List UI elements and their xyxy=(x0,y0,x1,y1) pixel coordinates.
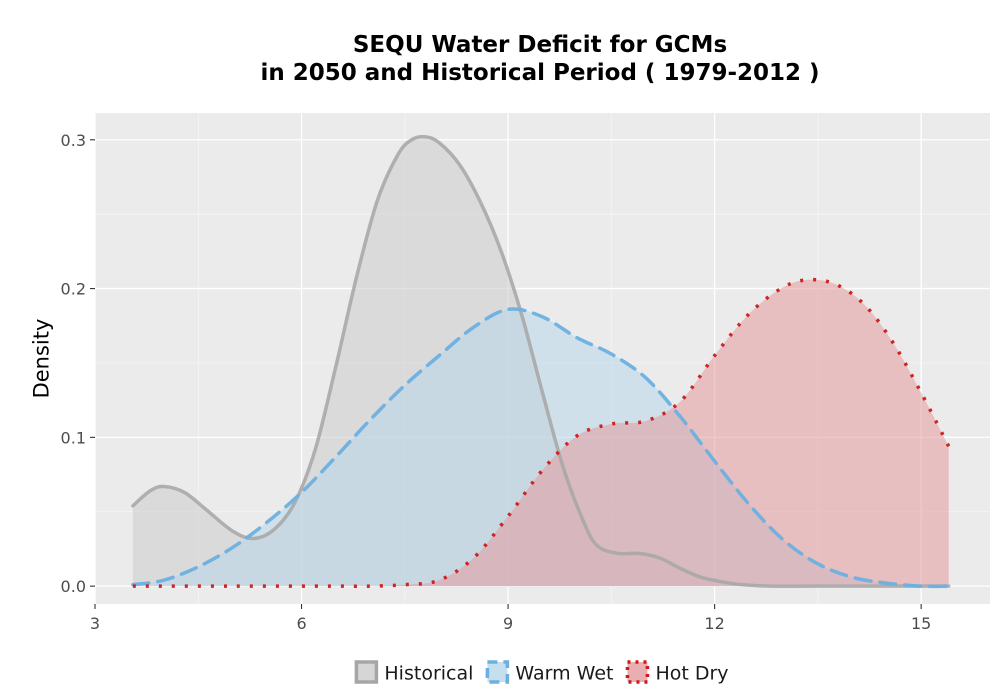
legend-item-hot-dry: Hot Dry xyxy=(625,660,729,685)
density-areas xyxy=(132,136,949,587)
x-tick-label: 3 xyxy=(90,614,100,633)
x-tick-label: 15 xyxy=(911,614,931,633)
density-lines xyxy=(131,134,951,589)
x-tick-label: 6 xyxy=(296,614,306,633)
x-tick-label: 12 xyxy=(704,614,724,633)
y-tick-label: 0.2 xyxy=(61,280,86,299)
line-historical xyxy=(131,134,951,589)
y-tick-label: 0.1 xyxy=(61,428,86,447)
legend-key xyxy=(625,660,650,684)
y-axis-label: Density xyxy=(29,319,53,399)
legend-item-historical: Historical xyxy=(354,660,473,685)
legend-key xyxy=(354,660,379,684)
chart-title: SEQU Water Deficit for GCMs xyxy=(352,32,728,58)
legend-item-warm-wet: Warm Wet xyxy=(485,660,613,685)
area-hot-dry xyxy=(132,279,949,587)
x-tick-label: 9 xyxy=(503,614,513,633)
y-tick-label: 0.3 xyxy=(61,131,86,150)
line-warm-wet xyxy=(131,307,951,589)
chart-subtitle: in 2050 and Historical Period ( 1979-201… xyxy=(260,60,820,86)
axes: 3 6 9 12 15 0.0 0.1 0.2 0.3 xyxy=(61,131,932,633)
legend-label: Historical xyxy=(384,663,473,685)
legend-key xyxy=(485,660,510,684)
legend-label: Hot Dry xyxy=(655,663,728,685)
legend: Historical Warm Wet Hot Dry xyxy=(354,660,729,685)
y-tick-label: 0.0 xyxy=(61,577,86,596)
legend-label: Warm Wet xyxy=(515,663,613,685)
